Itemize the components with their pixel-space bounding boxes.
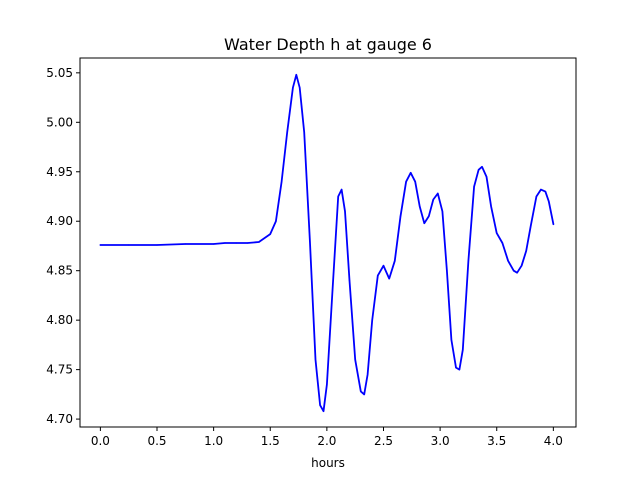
chart-title: Water Depth h at gauge 6	[224, 35, 432, 54]
data-point	[414, 181, 416, 183]
data-point	[441, 210, 443, 212]
data-point	[224, 242, 226, 244]
data-point	[280, 181, 283, 183]
data-point	[548, 200, 550, 203]
data-point	[235, 242, 237, 244]
data-point	[462, 349, 464, 351]
data-point	[269, 233, 271, 235]
x-axis-label: hours	[311, 456, 345, 470]
data-point	[410, 172, 412, 174]
data-point	[552, 223, 554, 225]
y-tick-label: 5.05	[46, 66, 73, 80]
data-point	[405, 181, 407, 183]
x-tick-label: 2.5	[374, 434, 393, 448]
data-point	[340, 188, 343, 191]
data-point	[156, 244, 158, 246]
x-tick-label: 1.5	[261, 434, 280, 448]
data-point	[388, 278, 390, 280]
data-point	[99, 244, 101, 246]
data-point	[382, 265, 385, 267]
plot-frame	[79, 57, 577, 428]
data-point	[481, 166, 483, 168]
data-point	[419, 205, 421, 207]
data-point	[501, 242, 503, 244]
data-point	[423, 222, 425, 224]
data-point	[450, 339, 453, 341]
data-point	[540, 188, 542, 191]
data-point	[246, 242, 249, 244]
data-point	[354, 359, 356, 361]
plot-area	[79, 57, 577, 428]
data-point	[521, 265, 523, 267]
y-tick-label: 4.80	[46, 313, 73, 327]
data-points	[99, 74, 554, 412]
data-point	[213, 243, 215, 245]
y-tick-label: 4.95	[46, 165, 73, 179]
data-point	[399, 215, 402, 217]
data-point	[507, 260, 509, 262]
data-point	[513, 270, 515, 272]
data-point	[344, 210, 346, 212]
data-point	[322, 410, 325, 412]
data-point	[319, 404, 321, 406]
x-tick-label: 2.0	[317, 434, 336, 448]
data-point	[432, 198, 434, 201]
data-point	[258, 241, 260, 243]
data-point	[467, 260, 470, 262]
data-point	[292, 87, 294, 89]
data-point	[516, 272, 518, 274]
data-point	[303, 131, 305, 133]
data-point	[299, 87, 301, 89]
data-point	[458, 369, 460, 371]
data-point	[371, 319, 373, 321]
data-point	[525, 250, 527, 252]
y-tick-label: 4.75	[46, 363, 73, 377]
y-axis: 4.70 4.75 4.80 4.85 4.90 4.95 5.00 5.05	[46, 66, 80, 426]
y-tick-label: 5.00	[46, 115, 73, 129]
data-point	[314, 359, 317, 361]
data-point	[544, 190, 547, 193]
data-point	[326, 383, 328, 386]
y-tick-label: 4.70	[46, 412, 73, 426]
x-tick-label: 0.0	[91, 434, 110, 448]
y-tick-label: 4.90	[46, 214, 73, 228]
x-axis: 0.0 0.5 1.0 1.5 2.0 2.5 3.0 3.5 4.0	[91, 427, 563, 448]
data-point	[478, 169, 480, 171]
data-point	[337, 195, 339, 198]
data-point	[367, 373, 369, 376]
data-point	[485, 176, 488, 178]
x-tick-label: 4.0	[544, 434, 563, 448]
data-point	[348, 279, 351, 282]
data-point	[331, 289, 334, 292]
data-point	[490, 205, 492, 207]
x-tick-label: 3.0	[431, 434, 450, 448]
data-point	[535, 195, 537, 198]
data-point	[473, 186, 475, 188]
data-point	[530, 225, 532, 227]
data-point	[275, 220, 277, 222]
data-point	[394, 260, 396, 262]
data-point	[455, 367, 457, 369]
data-point	[363, 393, 365, 395]
data-point	[309, 240, 311, 242]
data-point	[437, 192, 439, 195]
y-tick-label: 4.85	[46, 264, 73, 278]
data-point	[286, 131, 288, 133]
data-point	[377, 275, 379, 277]
data-point	[446, 270, 448, 272]
data-point	[360, 390, 362, 392]
x-tick-label: 1.0	[204, 434, 223, 448]
data-point	[428, 215, 430, 217]
data-point	[184, 243, 186, 245]
data-point	[128, 244, 130, 246]
data-point	[496, 232, 498, 234]
series-line	[99, 73, 555, 413]
data-point	[295, 74, 297, 76]
x-tick-label: 0.5	[147, 434, 166, 448]
x-tick-label: 3.5	[487, 434, 506, 448]
